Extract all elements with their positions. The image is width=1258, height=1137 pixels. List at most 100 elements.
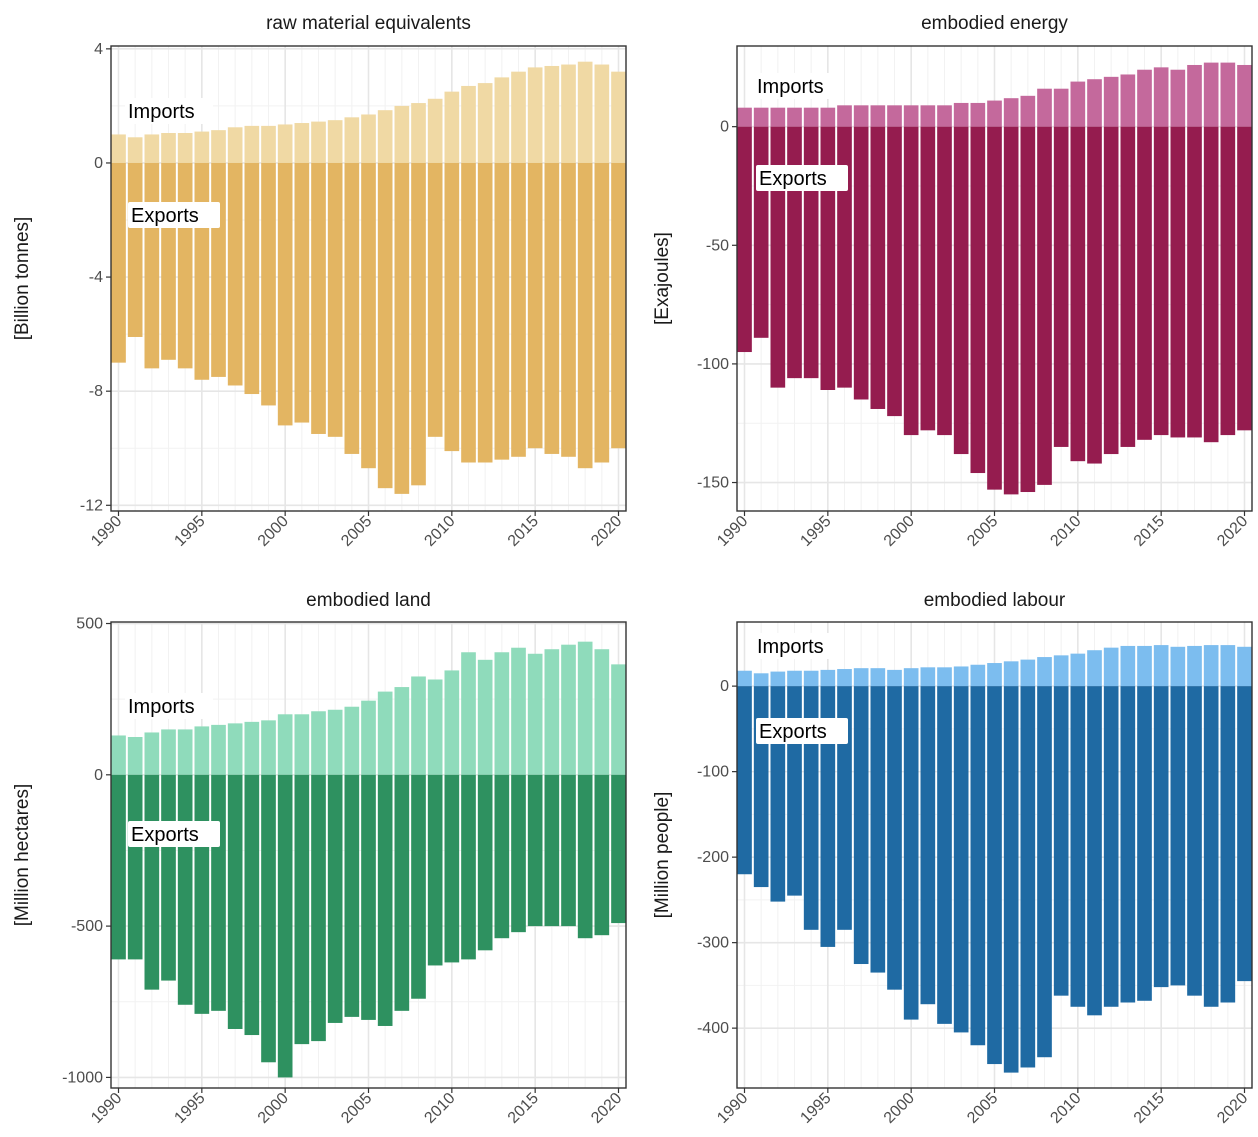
import-bar-1999 [261,125,276,163]
export-bar-1990 [737,126,752,353]
import-bar-2013 [1120,645,1136,687]
export-bar-2012 [477,162,493,463]
export-bar-2012 [1103,686,1119,1007]
import-bar-2005 [987,663,1002,687]
import-bar-2001 [920,105,936,127]
export-bar-2010 [444,774,460,963]
import-bar-2020 [1237,646,1252,687]
import-bar-2002 [311,121,326,163]
y-tick-label: -500 [71,918,103,935]
export-bar-2009 [1053,686,1069,996]
export-bar-1998 [870,126,886,409]
export-bar-2006 [377,774,393,1026]
export-bar-2012 [477,774,493,951]
import-bar-2015 [1153,67,1169,127]
export-bar-2004 [344,162,360,454]
export-bar-2002 [311,774,326,1042]
x-tick-label: 1995 [797,1090,834,1127]
import-bar-2018 [577,641,593,775]
export-bar-2003 [327,774,343,1023]
import-bar-1997 [853,105,869,127]
x-tick-label: 1995 [171,1090,208,1127]
import-bar-1993 [161,729,176,775]
import-bar-2016 [1170,646,1186,687]
export-bar-1998 [870,686,886,973]
x-tick-label: 2005 [964,513,1001,550]
export-bar-1992 [770,126,786,388]
x-tick-label: 2015 [505,1090,542,1127]
export-bar-2013 [1120,686,1136,1003]
import-bar-1992 [770,107,786,127]
import-bar-1999 [887,105,902,127]
import-bar-1990 [737,670,752,687]
import-bar-2005 [361,114,376,163]
export-bar-2014 [511,774,526,933]
import-bar-1996 [837,669,852,687]
x-tick-label: 2020 [1214,513,1251,550]
export-bar-2016 [544,774,560,927]
export-bar-2019 [594,774,610,936]
export-bar-1993 [161,774,176,981]
export-bar-2000 [903,686,919,1020]
export-bar-2005 [987,126,1002,490]
import-bar-1998 [870,668,886,687]
import-bar-2016 [544,65,560,163]
export-bar-2003 [327,162,343,437]
export-bar-2016 [544,162,560,454]
import-bar-2006 [377,691,393,775]
import-bar-2008 [411,676,426,775]
export-bar-2011 [1087,686,1102,1016]
import-bar-2010 [444,91,460,163]
import-bar-1997 [853,668,869,687]
export-bar-2003 [953,686,969,1033]
y-tick-label: -100 [697,764,729,781]
export-bar-1994 [177,162,193,369]
export-bar-1990 [737,686,752,875]
export-bar-2005 [987,686,1002,1065]
import-bar-2017 [1187,645,1202,687]
y-tick-label: -50 [706,237,729,254]
exports-label-box [756,718,848,744]
x-tick-label: 2000 [255,513,292,550]
y-tick-label: -4 [89,269,103,286]
y-axis-label: [Billion tonnes] [12,217,33,341]
import-bar-1990 [111,735,126,775]
export-bar-2020 [611,774,626,924]
import-bar-2002 [937,105,952,127]
export-bar-1990 [111,774,126,960]
export-bar-2004 [344,774,360,1017]
export-bar-2009 [427,162,443,437]
export-bar-2013 [494,774,510,939]
export-bar-1991 [753,126,769,338]
import-bar-2010 [1070,653,1086,687]
import-bar-2009 [427,679,443,775]
x-tick-label: 2010 [421,513,458,550]
export-bar-2003 [953,126,969,455]
export-bar-2010 [1070,126,1086,462]
export-bar-1992 [144,774,160,990]
panel-3: 500 0 -500 -1000 1990 1995 2000 2005 2010 2015 202… [12,590,627,1127]
import-bar-2001 [294,123,310,163]
import-bar-1999 [261,720,276,775]
export-bar-1999 [261,774,276,1063]
x-tick-label: 2015 [505,513,542,550]
y-axis-label: [Exajoules] [652,232,673,325]
import-bar-2015 [527,67,543,163]
import-bar-2019 [594,649,610,775]
import-bar-2007 [1020,95,1036,127]
import-bar-2007 [394,105,410,163]
export-bar-2002 [937,126,952,436]
export-bar-2018 [1203,686,1219,1007]
export-bar-2020 [611,162,626,449]
import-bar-2006 [1003,661,1019,687]
export-bar-2002 [937,686,952,1024]
export-bar-2002 [311,162,326,434]
import-bar-1996 [837,105,852,127]
x-tick-label: 2005 [964,1090,1001,1127]
import-bar-2009 [427,98,443,163]
export-bar-2017 [1187,126,1202,438]
export-bar-2015 [1153,126,1169,436]
x-tick-label: 2000 [881,513,918,550]
import-bar-1992 [144,134,160,163]
import-bar-2007 [1020,659,1036,687]
